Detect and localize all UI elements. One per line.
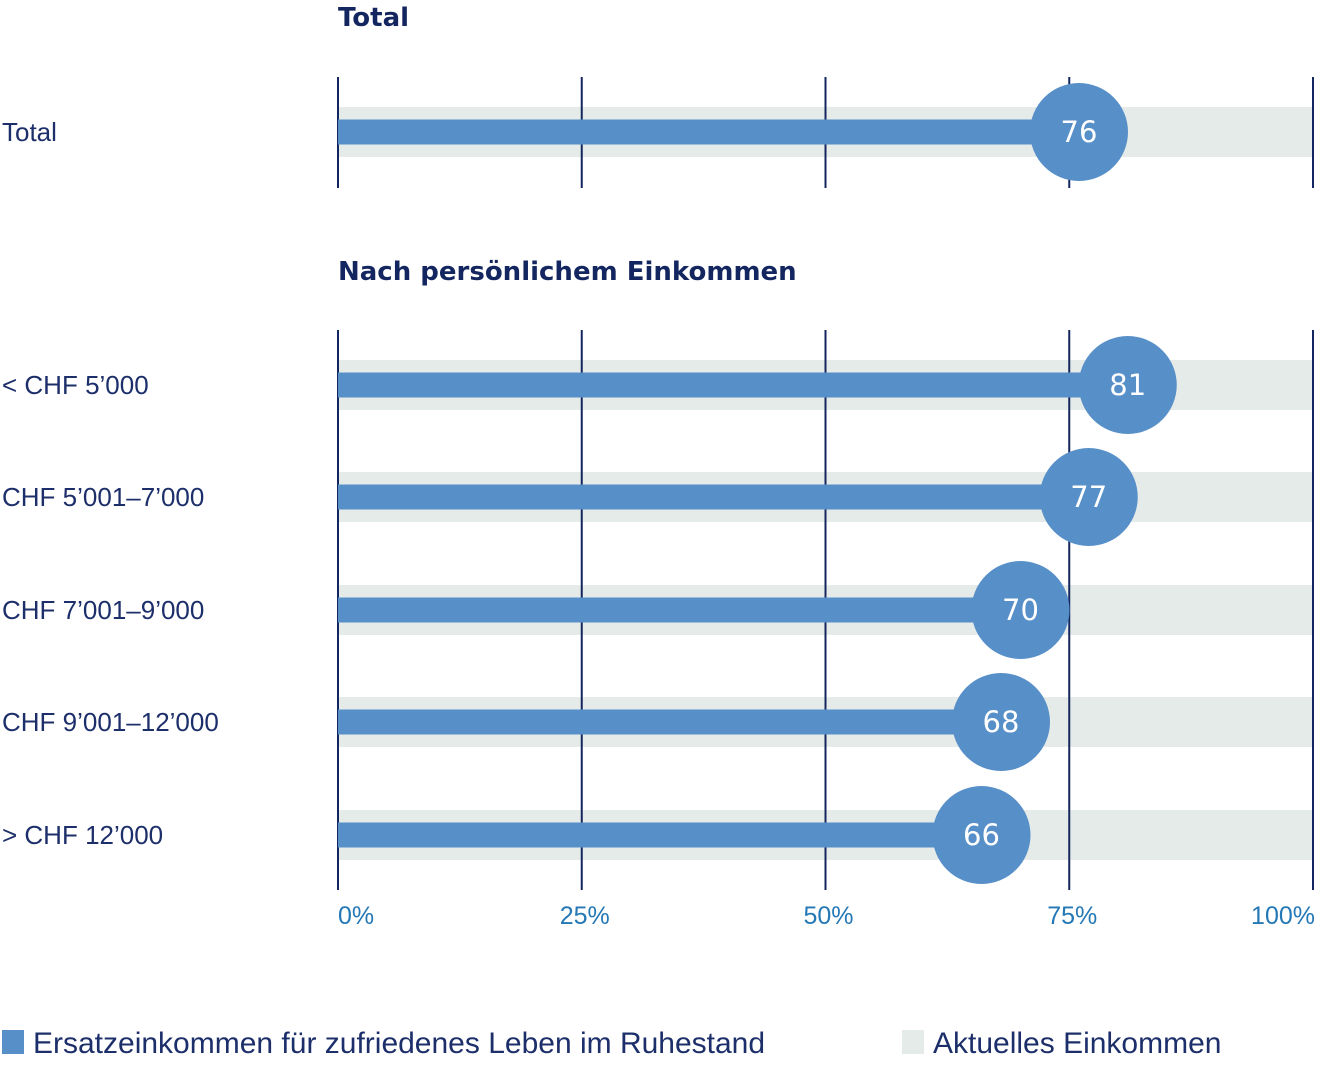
x-tick-label: 50% bbox=[803, 902, 853, 930]
data-label: 81 bbox=[1109, 368, 1146, 402]
section-title: Nach persönlichem Einkommen bbox=[338, 257, 797, 287]
bar bbox=[338, 709, 1001, 735]
category-label: CHF 9’001–12’000 bbox=[2, 707, 219, 737]
bar bbox=[338, 822, 982, 848]
data-label: 66 bbox=[963, 818, 1000, 852]
category-label: < CHF 5’000 bbox=[2, 370, 149, 400]
bar-end-circle bbox=[932, 786, 1031, 884]
category-label: CHF 5’001–7’000 bbox=[2, 482, 204, 512]
data-label: 77 bbox=[1070, 480, 1107, 514]
bar-end-circle bbox=[1030, 83, 1128, 181]
category-label: > CHF 12’000 bbox=[2, 820, 163, 850]
x-tick-label: 75% bbox=[1047, 902, 1097, 930]
category-label: CHF 7’001–9’000 bbox=[2, 595, 204, 625]
x-tick-label: 100% bbox=[1251, 902, 1315, 930]
bar-end-circle bbox=[1039, 448, 1138, 546]
legend-swatch-ersatzeinkommen bbox=[2, 1030, 24, 1054]
data-label: 68 bbox=[983, 705, 1020, 739]
bar-end-circle bbox=[952, 673, 1050, 771]
bar bbox=[338, 119, 1079, 145]
bar bbox=[338, 484, 1089, 510]
x-tick-label: 0% bbox=[338, 902, 374, 930]
x-tick-label: 25% bbox=[560, 902, 610, 930]
legend-label-aktuelles-einkommen: Aktuelles Einkommen bbox=[933, 1027, 1221, 1060]
bar-end-circle bbox=[971, 561, 1070, 659]
legend-label-ersatzeinkommen: Ersatzeinkommen für zufriedenes Leben im… bbox=[33, 1027, 765, 1060]
category-label: Total bbox=[2, 117, 57, 147]
data-label: 76 bbox=[1061, 115, 1098, 149]
bar-end-circle bbox=[1078, 336, 1177, 434]
section-title: Total bbox=[338, 3, 409, 33]
bar bbox=[338, 372, 1128, 398]
bar bbox=[338, 597, 1021, 623]
legend-swatch-aktuelles-einkommen bbox=[902, 1030, 924, 1054]
data-label: 70 bbox=[1002, 593, 1039, 627]
